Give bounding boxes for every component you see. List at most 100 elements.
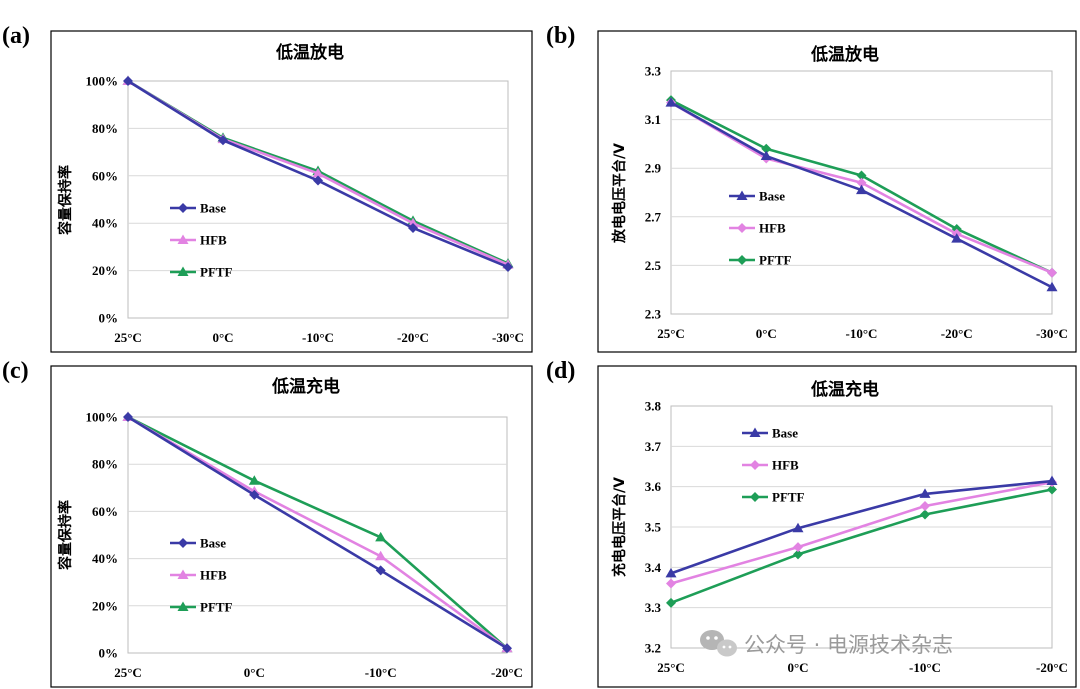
series-base — [665, 475, 1058, 578]
data-point — [1046, 475, 1058, 486]
legend-label: Base — [759, 189, 785, 204]
legend-item-hfb: HFB — [170, 233, 227, 248]
legend-label: HFB — [772, 458, 799, 473]
legend-swatch-marker — [749, 427, 761, 437]
y-tick-label: 100% — [86, 410, 119, 425]
data-point — [218, 135, 228, 146]
legend-swatch-marker — [177, 569, 189, 579]
data-point — [407, 217, 419, 228]
y-tick-label: 3.7 — [645, 439, 662, 454]
data-point — [856, 184, 867, 195]
y-tick-label: 3.4 — [645, 560, 662, 575]
data-point — [249, 489, 260, 500]
data-point — [312, 167, 324, 178]
y-tick-label: 100% — [86, 74, 119, 89]
legend-label: Base — [772, 426, 798, 441]
legend-label: HFB — [759, 221, 786, 236]
panel-label: (c) — [2, 358, 29, 384]
legend-swatch-marker — [177, 234, 189, 244]
panel-label: (d) — [546, 358, 575, 384]
legend-item-pftf: PFTF — [742, 490, 805, 505]
panels-group: 0% 20% 40% 60% 80% 100% 25°C 0°C -10°C -20°C -30°C… — [2, 23, 1077, 688]
chart-title: 低温充电 — [810, 379, 879, 400]
data-point — [919, 488, 931, 498]
legend-label: PFTF — [200, 600, 233, 615]
data-point — [666, 597, 676, 608]
legend-item-pftf: PFTF — [170, 600, 233, 615]
data-point — [760, 150, 772, 161]
x-tick-label: 0°C — [212, 330, 233, 345]
y-tick-label: 2.9 — [645, 161, 662, 176]
x-tick-label: -10°C — [302, 330, 334, 345]
x-tick-label: 0°C — [756, 326, 777, 341]
data-point — [920, 509, 930, 520]
y-axis-title: 充电电压平台/V — [611, 477, 628, 577]
legend-swatch-marker — [737, 223, 747, 233]
y-axis-title: 容量保持率 — [57, 165, 74, 236]
data-point — [502, 643, 512, 654]
legend-label: Base — [200, 201, 226, 216]
data-point — [666, 578, 676, 589]
chart-panel-d: 3.2 3.3 3.4 3.5 3.6 3.7 3.8 25°C 0°C -10°C -20°C (d… — [546, 358, 1077, 688]
y-tick-label: 3.6 — [645, 479, 662, 494]
legend-swatch-marker — [178, 538, 188, 548]
x-tick-label: -20°C — [491, 665, 523, 680]
data-point — [665, 567, 677, 578]
y-tick-label: 80% — [92, 457, 118, 472]
x-tick-label: -30°C — [492, 330, 524, 345]
chart-title: 低温充电 — [271, 376, 340, 397]
series-base — [123, 76, 513, 273]
data-point — [408, 222, 418, 233]
legend-item-base: Base — [742, 426, 798, 441]
y-tick-label: 3.3 — [645, 64, 662, 79]
x-tick-label: -10°C — [909, 660, 941, 675]
data-point — [1046, 281, 1058, 292]
legend-label: PFTF — [759, 253, 792, 268]
y-tick-label: 60% — [92, 504, 118, 519]
data-point — [1047, 484, 1057, 495]
data-point — [793, 549, 803, 560]
series-line — [127, 415, 508, 650]
x-tick-label: -30°C — [1036, 326, 1068, 341]
data-point — [375, 565, 386, 576]
data-point — [665, 97, 677, 107]
y-tick-label: 2.5 — [645, 258, 662, 273]
wechat-icon — [700, 630, 737, 657]
data-point — [761, 143, 772, 154]
data-point — [856, 170, 867, 181]
legend-item-pftf: PFTF — [729, 253, 792, 268]
x-tick-label: -20°C — [1036, 660, 1068, 675]
y-tick-label: 40% — [92, 216, 118, 231]
x-tick-label: 25°C — [114, 330, 142, 345]
legend-item-base: Base — [170, 536, 226, 551]
data-point — [1047, 267, 1057, 278]
y-tick-label: 3.1 — [645, 112, 661, 127]
y-tick-label: 0% — [99, 646, 119, 661]
data-point — [248, 475, 260, 485]
data-point — [793, 542, 803, 553]
y-tick-label: 40% — [92, 551, 118, 566]
plot-area — [127, 416, 508, 654]
legend-swatch-marker — [750, 460, 760, 470]
panel-label: (b) — [546, 23, 575, 49]
legend-label: HFB — [200, 568, 227, 583]
legend: Base HFB PFTF — [170, 201, 233, 280]
legend-label: Base — [200, 536, 226, 551]
legend-item-base: Base — [170, 201, 226, 216]
x-tick-label: 25°C — [657, 660, 685, 675]
data-point — [375, 531, 387, 542]
chart-panel-c: 0% 20% 40% 60% 80% 100% 25°C 0°C -10°C -20°C (c) 低温… — [2, 358, 533, 688]
x-tick-label: -20°C — [941, 326, 973, 341]
x-tick-label: 25°C — [114, 665, 142, 680]
legend-item-hfb: HFB — [729, 221, 786, 236]
y-tick-label: 3.2 — [645, 641, 661, 656]
data-point — [856, 177, 867, 188]
legend-item-pftf: PFTF — [170, 265, 233, 280]
y-tick-label: 3.5 — [645, 520, 662, 535]
legend-label: PFTF — [772, 490, 805, 505]
y-tick-label: 20% — [92, 598, 118, 613]
series-base — [665, 97, 1058, 292]
data-point — [313, 175, 323, 186]
chart-panel-a: 0% 20% 40% 60% 80% 100% 25°C 0°C -10°C -20°C -30°C… — [2, 23, 533, 353]
x-tick-label: 0°C — [787, 660, 808, 675]
